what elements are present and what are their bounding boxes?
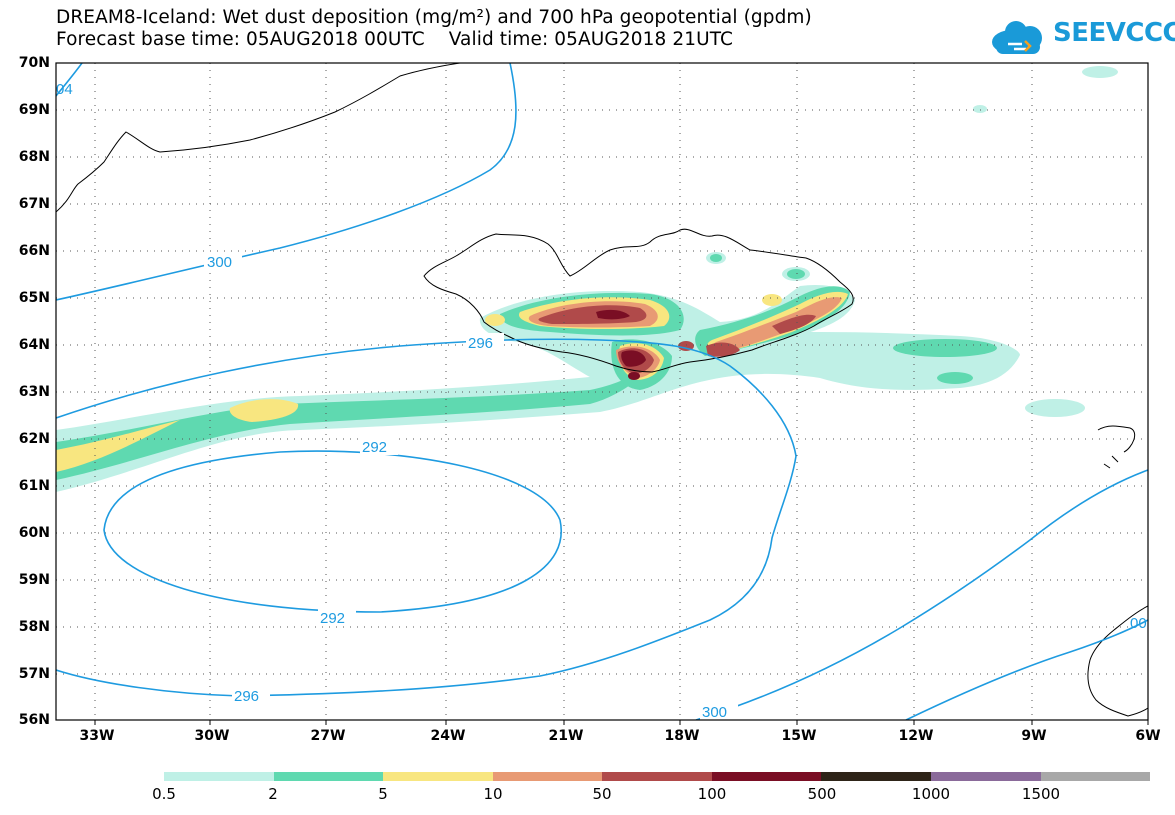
scale-segment (273, 772, 384, 781)
dust-plume-50 (538, 305, 647, 324)
dust-patch (893, 339, 997, 357)
scale-segment (383, 772, 493, 781)
lat-label: 65N (18, 290, 50, 306)
lat-label: 66N (18, 243, 50, 259)
lat-label: 69N (18, 102, 50, 118)
scale-segment (821, 772, 931, 781)
lat-label: 59N (18, 572, 50, 588)
contour-label: 04 (56, 81, 73, 98)
dust-patch (787, 269, 805, 279)
scale-label: 50 (592, 785, 612, 803)
contour-300-south (695, 469, 1148, 720)
color-scale-bar (164, 772, 1151, 781)
scale-label: 0.5 (152, 785, 176, 803)
lon-label: 27W (310, 728, 346, 744)
scale-label: 100 (697, 785, 727, 803)
contour-label: 300 (207, 254, 232, 271)
dust-plume-50 (706, 342, 740, 357)
contour-292 (103, 450, 562, 613)
chart-title: DREAM8-Iceland: Wet dust deposition (mg/… (56, 7, 812, 28)
scale-segment (492, 772, 603, 781)
scale-segment (930, 772, 1041, 781)
scale-label: 500 (807, 785, 837, 803)
lon-label: 30W (194, 728, 230, 744)
scotland-coast (1087, 605, 1148, 717)
dust-plume-5 (56, 420, 180, 472)
dust-patch (1082, 66, 1118, 78)
scale-segment (164, 772, 274, 781)
logo-text: SEEVCCC (1053, 18, 1175, 48)
forecast-time-line: Forecast base time: 05AUG2018 00UTC Vali… (56, 29, 734, 50)
dust-patch (937, 372, 973, 384)
dust-plume-100 (596, 309, 630, 320)
dust-patch (762, 294, 782, 306)
contour-300 (56, 63, 517, 301)
dust-patch (485, 314, 505, 326)
scale-label: 1000 (911, 785, 951, 803)
geopotential-contours (56, 63, 1148, 720)
contour-label: 00 (1130, 615, 1147, 632)
contour-296 (56, 338, 797, 697)
contour-300-se (905, 619, 1148, 720)
logo-icon (992, 21, 1042, 54)
lat-label: 62N (18, 431, 50, 447)
scale-label: 10 (483, 785, 503, 803)
lat-label: 64N (18, 337, 50, 353)
dust-plume-50 (772, 314, 816, 334)
contour-label: 292 (362, 439, 387, 456)
lon-label: 12W (898, 728, 934, 744)
lon-label: 15W (781, 728, 817, 744)
lon-label: 9W (1021, 728, 1047, 744)
lat-label: 70N (18, 55, 50, 71)
contour-label: 296 (234, 688, 259, 705)
contour-label: 296 (468, 335, 493, 352)
dust-patch (710, 254, 722, 262)
dust-patch (1025, 399, 1085, 417)
dust-patch (973, 105, 987, 113)
lat-label: 67N (18, 196, 50, 212)
scale-segment (1040, 772, 1151, 781)
lon-label: 24W (430, 728, 466, 744)
lat-label: 58N (18, 619, 50, 635)
faroe-islands (1097, 425, 1136, 469)
contour-304 (56, 63, 83, 97)
cloud-icon (992, 21, 1042, 54)
scale-segment (711, 772, 822, 781)
contour-label: 300 (702, 704, 727, 721)
lat-label: 57N (18, 666, 50, 682)
scale-label: 1500 (1021, 785, 1061, 803)
contour-labels: 300 296 292 292 296 300 04 00 (56, 81, 1147, 721)
coastlines (56, 63, 1148, 717)
dust-patch (628, 372, 640, 380)
map-frame (55, 62, 1149, 721)
lon-label: 6W (1135, 728, 1161, 744)
lat-label: 61N (18, 478, 50, 494)
lat-label: 56N (18, 712, 50, 728)
greenland-coast (56, 63, 461, 213)
contour-label: 292 (320, 610, 345, 627)
scale-label: 2 (268, 785, 278, 803)
scale-segment (602, 772, 712, 781)
graticule (56, 63, 1148, 720)
dust-plume-5 (229, 399, 299, 422)
dust-plume-0.5 (56, 332, 1020, 492)
scale-label: 5 (378, 785, 388, 803)
lat-label: 68N (18, 149, 50, 165)
lon-label: 33W (79, 728, 115, 744)
dust-deposition-field (56, 66, 1118, 492)
lon-label: 18W (664, 728, 700, 744)
axis-ticks (94, 720, 1149, 725)
lon-label: 21W (548, 728, 584, 744)
iceland-coast (423, 228, 854, 373)
dust-plume-100 (621, 350, 646, 367)
lat-label: 60N (18, 525, 50, 541)
lat-label: 63N (18, 384, 50, 400)
